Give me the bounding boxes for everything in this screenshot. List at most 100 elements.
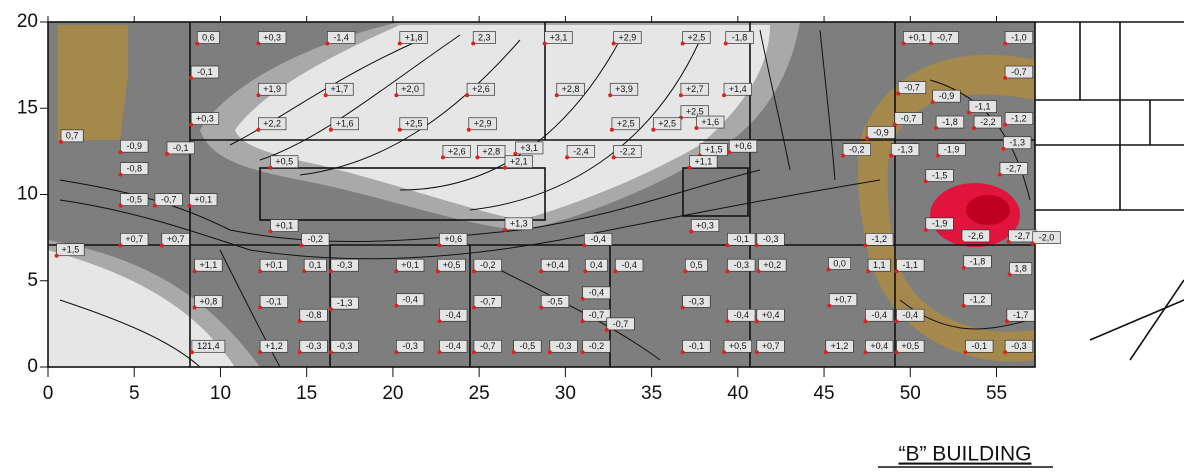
value-label: +1,8 (405, 32, 423, 42)
measure-point (683, 269, 687, 273)
measure-point (329, 128, 333, 132)
measure-point (398, 128, 402, 132)
measure-point (972, 126, 976, 130)
measure-point (962, 266, 966, 270)
measure-point (866, 269, 870, 273)
x-tick-label: 15 (296, 383, 317, 404)
measure-point (960, 240, 964, 244)
measure-point (300, 243, 304, 247)
measure-point (863, 350, 867, 354)
measure-point (256, 128, 260, 132)
value-label: +2,5 (658, 119, 676, 129)
measure-point (513, 152, 517, 156)
value-label: +2,8 (482, 146, 500, 156)
measure-point (896, 92, 900, 96)
measure-point (195, 42, 199, 46)
value-label: -0,8 (306, 310, 322, 320)
value-label: -1,7 (1013, 310, 1029, 320)
value-label: -0,4 (589, 288, 605, 298)
value-label: -0,2 (849, 145, 865, 155)
measure-point (841, 154, 845, 158)
y-tick-label: 5 (27, 270, 38, 291)
measure-point (681, 350, 685, 354)
measure-point (1007, 240, 1011, 244)
value-label: -0,7 (904, 82, 920, 92)
measure-point (472, 350, 476, 354)
value-label: +0,3 (263, 32, 281, 42)
value-label: -0,5 (520, 341, 536, 351)
x-tick-label: 25 (469, 383, 490, 404)
measure-point (256, 93, 260, 97)
measure-point (727, 150, 731, 154)
value-label: -0,5 (547, 296, 563, 306)
measure-point (1031, 242, 1035, 246)
value-label: -0,1 (197, 67, 213, 77)
value-label: 0,7 (66, 131, 79, 141)
value-label: -1,9 (944, 145, 960, 155)
measure-point (608, 93, 612, 97)
value-label: 0,4 (590, 260, 603, 270)
value-label: -0,1 (972, 341, 988, 351)
y-tick-label: 0 (27, 356, 38, 377)
measure-point (824, 350, 828, 354)
measure-point (268, 166, 272, 170)
value-label: 0,0 (833, 258, 846, 268)
measure-point (302, 269, 306, 273)
measure-point (256, 42, 260, 46)
value-label: -0,4 (402, 295, 418, 305)
value-label: +2,7 (686, 84, 704, 94)
measure-point (722, 350, 726, 354)
value-label: -2,4 (573, 146, 589, 156)
measure-point (190, 350, 194, 354)
value-label: -2,6 (968, 231, 984, 241)
measure-point (724, 42, 728, 46)
measure-point (55, 254, 59, 258)
value-label: +2,1 (510, 157, 528, 167)
measure-point (437, 350, 441, 354)
value-label: -1,1 (975, 101, 991, 111)
value-label: +1,9 (263, 84, 281, 94)
value-label: -0,7 (937, 32, 953, 42)
value-label: -2,0 (1039, 233, 1055, 243)
value-label: 0,6 (202, 32, 215, 42)
value-label: -2,7 (1006, 164, 1022, 174)
value-label: +1,5 (705, 145, 723, 155)
x-tick-label: 0 (43, 383, 54, 404)
value-label: +0,5 (443, 260, 461, 270)
value-label: +1,7 (331, 84, 349, 94)
value-label: 0,5 (690, 260, 703, 270)
value-label: -0,7 (480, 296, 496, 306)
value-label: +2,0 (401, 84, 419, 94)
measure-point (565, 155, 569, 159)
measure-point (722, 93, 726, 97)
measure-point (543, 42, 547, 46)
value-label: +2,5 (688, 32, 706, 42)
value-label: -1,3 (1009, 138, 1025, 148)
value-label: +0,1 (194, 195, 212, 205)
value-label: +0,2 (763, 260, 781, 270)
measure-point (268, 230, 272, 234)
measure-point (465, 93, 469, 97)
measure-point (1008, 273, 1012, 277)
value-label: +1,1 (199, 260, 217, 270)
measure-point (394, 304, 398, 308)
measure-point (679, 93, 683, 97)
value-label: +1,2 (831, 341, 849, 351)
measure-point (889, 154, 893, 158)
value-label: +0,1 (908, 32, 926, 42)
measure-point (539, 269, 543, 273)
measure-point (324, 93, 328, 97)
measure-point (398, 42, 402, 46)
measure-point (193, 269, 197, 273)
measure-point (1003, 42, 1007, 46)
value-label: +0,7 (762, 341, 780, 351)
measure-point (153, 204, 157, 208)
measure-point (863, 319, 867, 323)
measure-point (725, 269, 729, 273)
value-label: +3,9 (615, 84, 633, 94)
measure-point (329, 269, 333, 273)
measure-point (298, 350, 302, 354)
measure-point (472, 269, 476, 273)
value-label: +0,5 (275, 157, 293, 167)
value-label: -1,4 (333, 32, 349, 42)
